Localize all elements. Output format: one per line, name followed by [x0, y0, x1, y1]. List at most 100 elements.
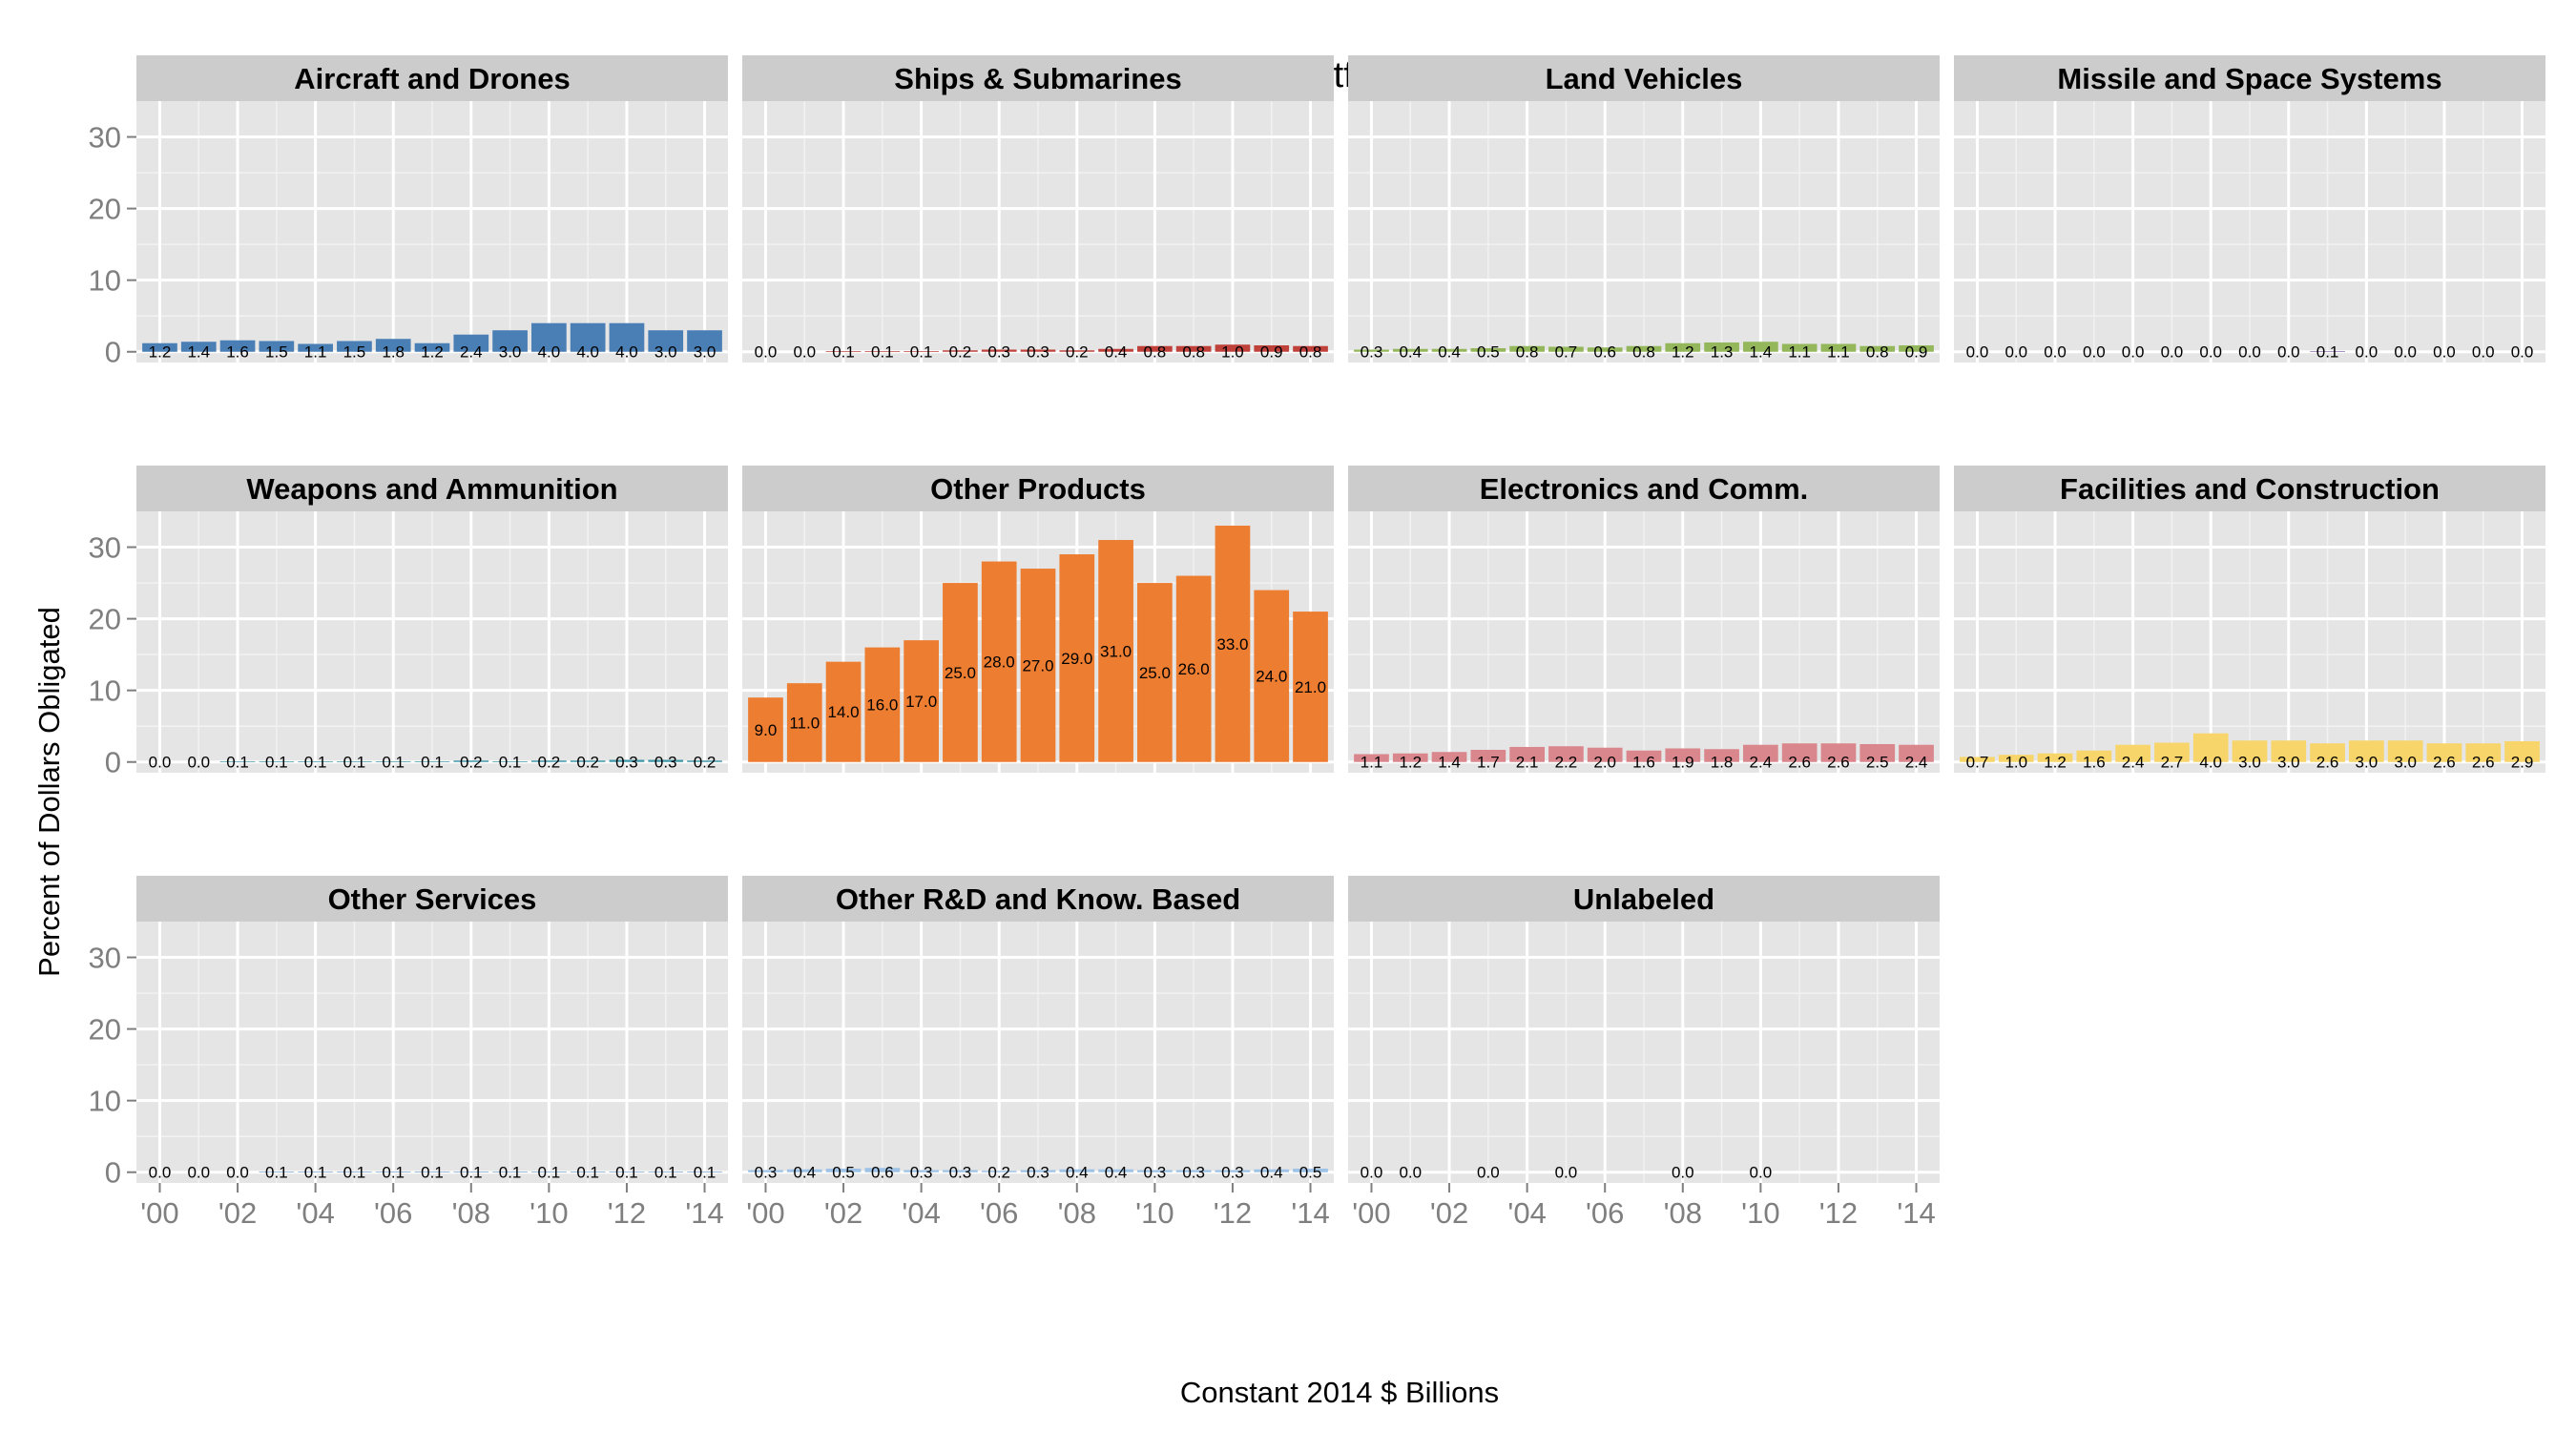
facet-title: Aircraft and Drones	[294, 62, 570, 95]
data-label: 1.6	[226, 343, 249, 362]
data-label: 0.8	[1299, 343, 1322, 362]
bar	[1548, 346, 1584, 352]
bar	[2310, 350, 2345, 352]
facet-panel: Unlabeled 0.0 0.0 0.0 0.0 0.0 0.0	[1348, 876, 1940, 1183]
bar	[453, 760, 489, 762]
bar	[1293, 1168, 1328, 1172]
data-label: 0.0	[2394, 343, 2417, 362]
y-tick-label: 0	[105, 336, 121, 369]
x-axis-title: Constant 2014 $ Billions	[1180, 1376, 1499, 1409]
data-label: 0.8	[1632, 343, 1655, 362]
bar	[219, 760, 256, 762]
x-tick-label: '12	[608, 1196, 646, 1230]
bar	[1175, 345, 1212, 352]
bar	[453, 334, 489, 352]
data-label: 1.5	[343, 343, 366, 362]
data-label: 2.0	[1593, 754, 1616, 772]
facet-strip	[1348, 55, 1940, 101]
bar	[864, 1168, 901, 1172]
bar	[943, 350, 978, 352]
data-label: 0.5	[1477, 343, 1500, 362]
bar	[2037, 753, 2073, 762]
data-label: 0.3	[949, 1164, 972, 1182]
bar	[1137, 345, 1173, 352]
data-label: 0.1	[460, 1164, 483, 1182]
facet-title: Missile and Space Systems	[2057, 62, 2441, 95]
bar	[2465, 743, 2502, 762]
bar	[414, 760, 450, 762]
bar	[531, 322, 567, 352]
bar	[2426, 743, 2462, 762]
data-label: 1.1	[1361, 754, 1383, 772]
bar	[1509, 345, 1545, 352]
data-label: 0.4	[1105, 1164, 1128, 1182]
data-label: 0.1	[538, 1164, 561, 1182]
bar	[1743, 342, 1778, 352]
data-label: 2.4	[460, 343, 483, 362]
bar	[825, 1168, 862, 1172]
data-label: 0.0	[1555, 1164, 1578, 1182]
y-tick-label: 20	[89, 1013, 121, 1047]
facet-panel: Electronics and Comm. 1.1 1.2 1.4 1.7 2.1 2.2 2…	[1348, 466, 1940, 773]
data-label: 3.0	[2277, 754, 2300, 772]
facet-title: Land Vehicles	[1546, 62, 1743, 95]
data-label: 0.1	[265, 754, 288, 772]
data-label: 0.1	[832, 343, 855, 362]
bar	[1509, 746, 1545, 762]
data-label: 0.8	[1516, 343, 1539, 362]
bar	[492, 330, 528, 352]
data-label: 0.1	[343, 754, 366, 772]
bar	[1960, 757, 1995, 762]
data-label: 0.2	[460, 754, 483, 772]
bar	[2387, 740, 2423, 762]
data-label: 4.0	[2199, 754, 2222, 772]
facet-panel: Facilities and Construction 0.7 1.0 1.2 1.6 2…	[1954, 466, 2545, 773]
y-tick-label: 30	[89, 942, 121, 975]
data-label: 2.2	[1555, 754, 1578, 772]
data-label: 1.4	[1750, 343, 1773, 362]
data-label: 0.9	[1260, 343, 1283, 362]
y-tick-label: 10	[89, 674, 121, 708]
data-label: 1.2	[149, 343, 172, 362]
y-tick-label: 0	[105, 1156, 121, 1190]
x-tick-label: '00	[140, 1196, 178, 1230]
bar	[648, 330, 684, 352]
data-label: 2.4	[1750, 754, 1773, 772]
bar	[825, 350, 862, 352]
data-label: 0.1	[499, 1164, 522, 1182]
data-label: 0.3	[615, 754, 638, 772]
bar	[1781, 743, 1818, 762]
bar	[570, 322, 606, 352]
x-tick-label: '02	[218, 1196, 257, 1230]
bar	[1098, 540, 1133, 762]
y-axis-title: Percent of Dollars Obligated	[32, 607, 66, 977]
data-label: 0.2	[949, 343, 972, 362]
data-label: 0.0	[2199, 343, 2222, 362]
bar	[825, 661, 862, 762]
bar	[2192, 733, 2229, 762]
data-label: 2.7	[2161, 754, 2184, 772]
facet-title: Ships & Submarines	[894, 62, 1181, 95]
data-label: 3.0	[2394, 754, 2417, 772]
x-tick-label: '10	[1135, 1196, 1174, 1230]
data-label: 2.6	[2472, 754, 2495, 772]
facet-panel: Weapons and Ammunition 0.0 0.0 0.1 0.1 0.1 0.1…	[136, 466, 728, 773]
bar	[337, 760, 372, 762]
y-axis: 0 10 20 30 0 10 20 30 0 10 20 30	[89, 121, 136, 1190]
x-tick-label: '02	[1430, 1196, 1468, 1230]
data-label: 0.1	[576, 1164, 599, 1182]
bar	[864, 647, 901, 762]
bar	[1548, 746, 1584, 762]
data-label: 0.0	[1399, 1164, 1422, 1182]
bar	[1137, 583, 1173, 762]
bar	[786, 1169, 822, 1172]
data-label: 0.1	[871, 343, 894, 362]
bar	[570, 760, 606, 762]
data-label: 1.5	[265, 343, 288, 362]
y-tick-label: 30	[89, 121, 121, 155]
data-label: 2.5	[1866, 754, 1889, 772]
bar	[1998, 755, 2034, 762]
data-label: 0.4	[1105, 343, 1128, 362]
data-label: 0.8	[1144, 343, 1167, 362]
bar	[1470, 749, 1506, 762]
